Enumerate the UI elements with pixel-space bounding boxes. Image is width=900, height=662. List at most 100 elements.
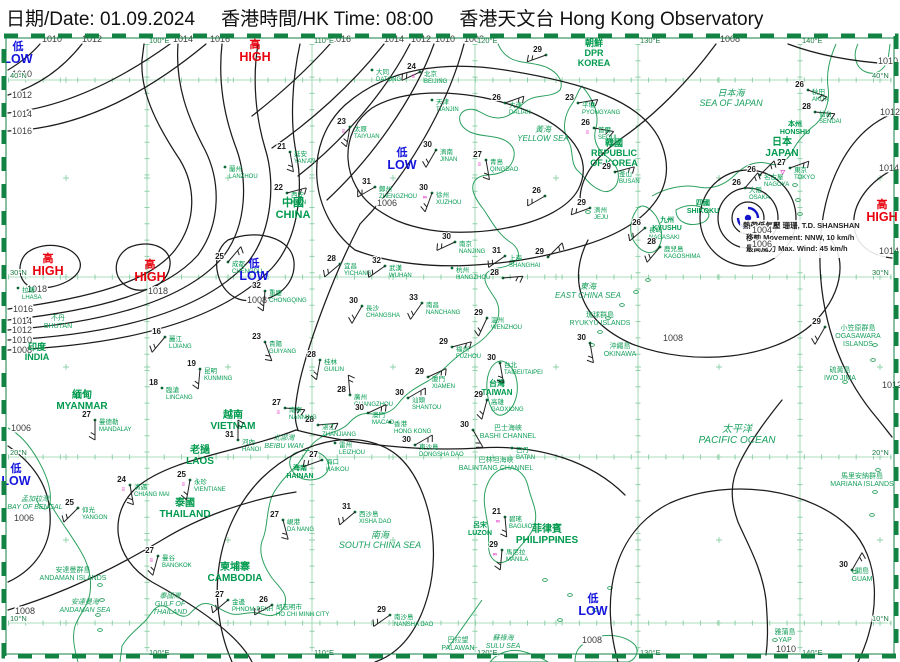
svg-text:30: 30 (419, 183, 428, 192)
isobar (251, 43, 331, 117)
svg-text:朝鮮: 朝鮮 (585, 37, 603, 48)
svg-text:SOUTH CHINA SEA: SOUTH CHINA SEA (339, 540, 421, 550)
svg-text:28: 28 (307, 350, 316, 359)
svg-text:巴丹: 巴丹 (516, 446, 530, 454)
coastline (651, 43, 837, 197)
svg-text:JEJU: JEJU (594, 215, 608, 221)
svg-text:29: 29 (812, 317, 821, 326)
svg-text:28: 28 (305, 415, 314, 424)
svg-text:JAPAN: JAPAN (765, 148, 798, 159)
isobar-label: 1018 (27, 284, 47, 294)
svg-text:26: 26 (581, 118, 590, 127)
svg-text:LOW: LOW (3, 52, 32, 66)
isobar-label: 1008 (12, 345, 32, 355)
svg-text:低: 低 (587, 591, 599, 605)
svg-text:YAP: YAP (778, 637, 792, 644)
svg-text:BEIBU WAN: BEIBU WAN (264, 443, 304, 450)
svg-text:SEA OF JAPAN: SEA OF JAPAN (699, 98, 763, 108)
chart-header: 日期/Date: 01.09.2024 香港時間/HK Time: 08:00 香港… (6, 4, 900, 34)
svg-text:MANILA: MANILA (506, 557, 528, 563)
svg-text:高: 高 (145, 257, 156, 271)
svg-text:KUNMING: KUNMING (204, 376, 233, 382)
svg-text:LIJIANG: LIJIANG (169, 344, 192, 350)
label-layer: 熱帶低氣壓 珊珊, T.D. SHANSHAN 移動 Movement: NNW,… (1, 33, 900, 659)
svg-text:GUAM: GUAM (852, 576, 873, 583)
svg-text:27: 27 (777, 158, 786, 167)
svg-text:東沙島: 東沙島 (419, 442, 439, 451)
svg-text:SULU SEA: SULU SEA (486, 643, 521, 650)
svg-text:25: 25 (215, 252, 224, 261)
svg-text:29: 29 (377, 605, 386, 614)
svg-text:巴士海峽: 巴士海峽 (494, 423, 522, 432)
svg-text:蘭州: 蘭州 (229, 164, 242, 173)
svg-text:KOREA: KOREA (578, 58, 611, 68)
svg-text:東海: 東海 (580, 282, 597, 291)
svg-text:28: 28 (490, 268, 499, 277)
svg-text:硫黃島: 硫黃島 (830, 365, 851, 374)
svg-text:CHENGDU: CHENGDU (232, 269, 262, 275)
svg-text:29: 29 (474, 390, 483, 399)
svg-text:溫州: 溫州 (491, 315, 504, 324)
svg-text:香港: 香港 (394, 419, 408, 428)
svg-text:延安: 延安 (294, 149, 308, 158)
isobar-label: 1016 (13, 304, 33, 314)
svg-text:ANDAMAN SEA: ANDAMAN SEA (59, 607, 111, 614)
isobar (7, 445, 51, 583)
svg-text:黃海: 黃海 (535, 125, 552, 134)
svg-text:低: 低 (396, 145, 408, 159)
svg-text:30: 30 (395, 388, 404, 397)
svg-text:OF KOREA: OF KOREA (590, 158, 638, 168)
svg-text:27: 27 (309, 450, 318, 459)
svg-text:DATONG: DATONG (376, 77, 401, 83)
svg-text:曼德勒: 曼德勒 (99, 417, 119, 426)
svg-text:BASHI CHANNEL: BASHI CHANNEL (480, 433, 537, 440)
svg-text:ZHENGZHOU: ZHENGZHOU (379, 194, 417, 200)
svg-text:首爾: 首爾 (598, 125, 612, 134)
lat-label: 40°N (872, 71, 889, 80)
svg-text:21: 21 (492, 507, 501, 516)
lon-label: 100°E (149, 648, 170, 657)
svg-text:CHANGSHA: CHANGSHA (366, 313, 400, 319)
svg-text:33: 33 (409, 293, 418, 302)
svg-text:≡: ≡ (121, 487, 125, 493)
svg-text:XISHA DAO: XISHA DAO (359, 519, 392, 525)
svg-text:湛江: 湛江 (322, 423, 336, 431)
isobar (7, 43, 83, 96)
isobar (216, 438, 434, 662)
svg-text:大同: 大同 (376, 67, 389, 76)
svg-text:28: 28 (337, 385, 346, 394)
isobar-label: 1008 (582, 635, 602, 645)
svg-text:大連: 大連 (509, 100, 523, 109)
svg-text:WENZHOU: WENZHOU (491, 325, 522, 331)
isobar-label: 1010 (42, 34, 62, 44)
grid-layer (8, 44, 892, 652)
svg-text:釜山: 釜山 (619, 169, 632, 178)
svg-text:西安: 西安 (291, 190, 305, 199)
svg-text:GULF OF: GULF OF (155, 601, 186, 608)
svg-text:24: 24 (407, 62, 416, 71)
svg-text:鄭州: 鄭州 (379, 184, 392, 193)
isobar-label: 1012 (12, 325, 32, 335)
